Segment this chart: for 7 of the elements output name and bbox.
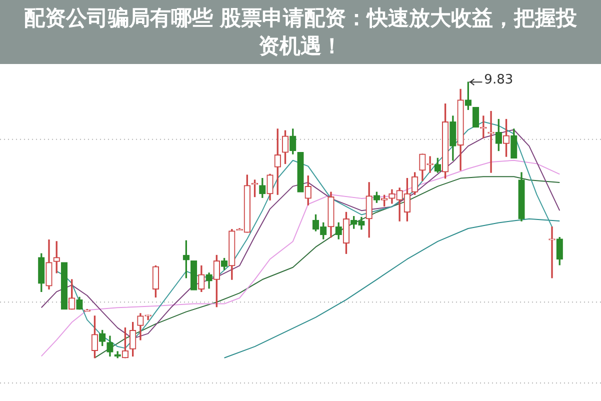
- candlestick: [472, 106, 480, 128]
- candlestick: [297, 152, 304, 192]
- candlestick: [548, 226, 556, 278]
- candlestick: [190, 260, 198, 290]
- chart-title: 配资公司骗局有哪些 股票申请配资：快速放大收益，把握投资机遇！: [22, 5, 578, 60]
- annotation: 9.83: [484, 72, 514, 88]
- candlestick: [60, 262, 68, 310]
